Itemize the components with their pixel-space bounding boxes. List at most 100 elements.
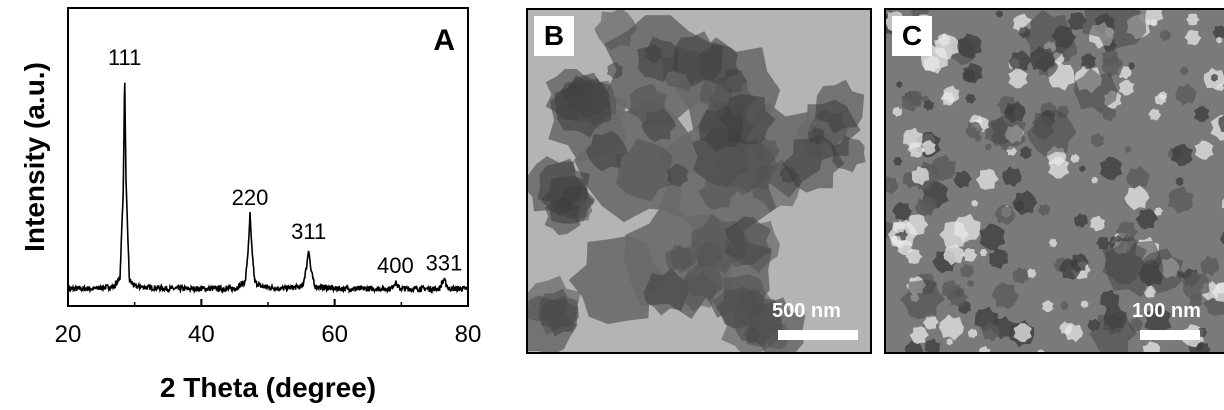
pore [1014,200,1025,212]
pore [905,249,923,264]
pore [886,176,899,195]
pore [995,10,1004,18]
pore [968,328,978,339]
particle [637,36,680,83]
dark-region [990,113,1026,151]
dark-region [1023,10,1075,62]
pore [953,170,972,189]
panel-label-b: B [534,16,574,56]
particle [594,10,638,50]
pore [892,201,912,221]
pore [1182,270,1210,301]
particle [698,173,738,211]
tem-image-b: B 500 nm [526,8,872,354]
pore [964,121,984,139]
particle-cluster [568,235,668,325]
dark-region [1082,10,1147,53]
peak-label-220: 220 [232,185,269,210]
xrd-series-line [67,82,469,295]
pore [1026,268,1037,279]
particle [724,215,780,274]
pore [1067,12,1087,31]
pore [1201,353,1207,354]
pore [892,157,903,166]
pore [1059,321,1073,336]
pore [1080,300,1089,309]
pore [1008,68,1028,89]
pore [909,326,929,344]
pore [1058,258,1082,280]
pore [892,220,906,234]
pore [1090,133,1105,148]
pore [1220,231,1224,245]
pore [1042,300,1054,313]
pore [1216,83,1224,92]
pore [1096,236,1111,250]
pore [975,168,999,190]
pore [942,85,960,104]
pore [1090,215,1105,232]
scale-bar-b [778,330,858,340]
pore [988,247,1009,270]
pore [1124,185,1150,211]
pore [1167,186,1194,214]
pore [1221,198,1224,209]
pore [1099,156,1123,181]
particle [672,31,724,87]
pore [1159,29,1171,42]
particle [606,62,623,79]
pore [1118,79,1135,96]
pore [907,141,925,158]
scale-bar-label-b: 500 nm [772,300,841,322]
pore [1074,213,1088,228]
particle [815,79,865,134]
pore [966,279,975,288]
pore [1218,114,1224,133]
pore [1080,53,1096,70]
particle [762,322,792,350]
pore [1091,176,1099,184]
pore [994,204,1016,226]
scale-bar-c [1140,330,1200,340]
particle [644,268,689,316]
pore [1102,106,1117,122]
particle [666,163,689,187]
pore [1193,106,1210,122]
particle [678,271,717,312]
pore [1127,62,1136,70]
pore [1171,143,1193,167]
pore [1148,108,1161,121]
scale-bar-label-c: 100 nm [1132,300,1201,322]
pore [946,287,969,307]
panel-label-c: C [892,16,932,56]
pore [1175,177,1184,186]
particle [782,134,845,193]
tem-image-c: C 100 nm [884,8,1224,354]
pore [1079,165,1086,173]
particle [528,275,581,335]
pore [1135,208,1158,230]
particle [696,240,723,269]
pore [1101,54,1124,78]
pore [1200,255,1220,277]
pore [1002,166,1022,188]
pore [1038,203,1051,217]
pore [982,322,1000,342]
pore [1037,349,1045,352]
pore [1013,323,1032,343]
pore [1212,25,1224,39]
pore [924,338,941,352]
particle [712,274,774,329]
particle [585,130,628,172]
pore [1216,36,1223,44]
pore [1070,153,1080,164]
pore [971,199,978,207]
pore [1159,91,1168,100]
pore [922,314,939,330]
pore [1195,342,1211,352]
pore [1048,238,1058,248]
dark-region [1089,311,1137,352]
pore [1179,67,1189,75]
pore [937,33,950,47]
particle [614,138,674,202]
